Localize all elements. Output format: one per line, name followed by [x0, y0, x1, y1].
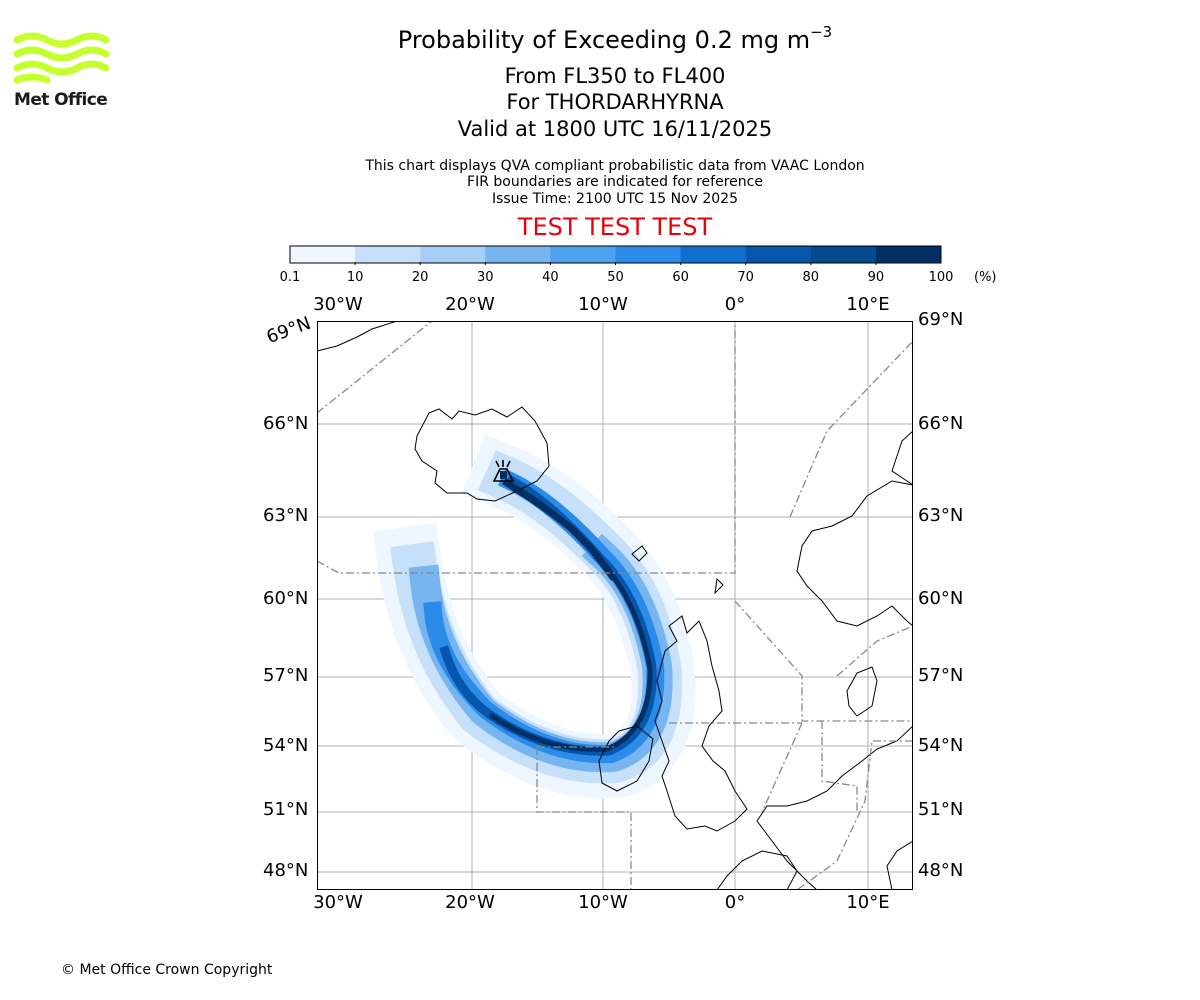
- valid-time: Valid at 1800 UTC 16/11/2025: [457, 117, 773, 141]
- note-line: FIR boundaries are indicated for referen…: [467, 174, 763, 190]
- colorbar-cell: [355, 246, 421, 263]
- lat-label-right: 51°N: [918, 799, 964, 820]
- colorbar-tick-label: 50: [607, 270, 624, 285]
- met-office-logo: [13, 30, 110, 90]
- lon-label-bottom: 0°: [724, 892, 746, 913]
- lat-label-right: 63°N: [918, 505, 964, 526]
- colorbar-tick-label: 90: [867, 270, 885, 285]
- flight-levels: From FL350 to FL400: [504, 64, 726, 88]
- lat-label-left: 54°N: [263, 735, 309, 756]
- issue-time: Issue Time: 2100 UTC 15 Nov 2025: [491, 191, 739, 207]
- lon-label-top: 10°W: [578, 294, 628, 315]
- colorbar-tick-label: 80: [802, 270, 820, 285]
- logo-waves-icon: [13, 32, 110, 84]
- colorbar-cell: [290, 246, 356, 263]
- map-panel: [317, 321, 913, 890]
- lat-label-right: 48°N: [918, 860, 964, 881]
- lat-label-left: 51°N: [263, 799, 309, 820]
- colorbar-cell: [615, 246, 682, 263]
- lat-label-right: 57°N: [918, 665, 964, 686]
- colorbar-cell: [810, 246, 877, 263]
- colorbar-cell: [875, 246, 942, 263]
- lon-label-bottom: 10°W: [578, 892, 628, 913]
- fir-boundaries: [317, 321, 913, 890]
- colorbar-tick-label: 100: [928, 270, 954, 285]
- lon-label-bottom: 10°E: [846, 892, 890, 913]
- colorbar-tick-label: 40: [542, 270, 559, 285]
- volcano-name: For THORDARHYRNA: [506, 90, 724, 114]
- colorbar-cell: [420, 246, 486, 263]
- colorbar-tick-label: 70: [737, 270, 754, 285]
- lat-label-right: 54°N: [918, 735, 964, 756]
- lon-label-top: 20°W: [445, 294, 495, 315]
- test-banner: TEST TEST TEST: [517, 213, 713, 241]
- colorbar-tick-label: 0.1: [279, 270, 301, 285]
- lon-label-top: 30°W: [313, 294, 363, 315]
- unit-exponent: −3: [810, 23, 833, 41]
- colorbar-cell: [485, 246, 551, 263]
- coastlines: [317, 321, 913, 890]
- colorbar-cell: [550, 246, 616, 263]
- lat-label-left: 66°N: [263, 413, 309, 434]
- lat-label-left: 60°N: [263, 588, 309, 609]
- colorbar-tick-label: 10: [346, 270, 364, 285]
- lon-label-top: 0°: [724, 294, 746, 315]
- colorbar-tick-label: 20: [411, 270, 429, 285]
- colorbar: [289, 245, 942, 265]
- lat-label-left: 57°N: [263, 665, 309, 686]
- copyright: © Met Office Crown Copyright: [61, 962, 273, 978]
- lon-label-top: 10°E: [846, 294, 890, 315]
- lat-label-left: 69°N: [263, 312, 314, 349]
- lat-label-right: 69°N: [918, 309, 964, 330]
- lon-label-bottom: 20°W: [445, 892, 495, 913]
- colorbar-tick-label: 60: [672, 270, 689, 285]
- note-line: This chart displays QVA compliant probab…: [365, 158, 865, 174]
- colorbar-cell: [745, 246, 812, 263]
- lat-label-left: 48°N: [263, 860, 309, 881]
- volcano-icon: [492, 460, 515, 482]
- lat-label-left: 63°N: [263, 505, 309, 526]
- ash-probability-plume: [372, 434, 696, 799]
- chart-title: Probability of Exceeding 0.2 mg m−3: [397, 23, 833, 54]
- colorbar-cell: [680, 246, 747, 263]
- logo-text: Met Office: [14, 90, 108, 110]
- lat-label-right: 66°N: [918, 413, 964, 434]
- colorbar-tick-label: 30: [477, 270, 494, 285]
- colorbar-unit: (%): [974, 270, 997, 285]
- lat-label-right: 60°N: [918, 588, 964, 609]
- lon-label-bottom: 30°W: [313, 892, 363, 913]
